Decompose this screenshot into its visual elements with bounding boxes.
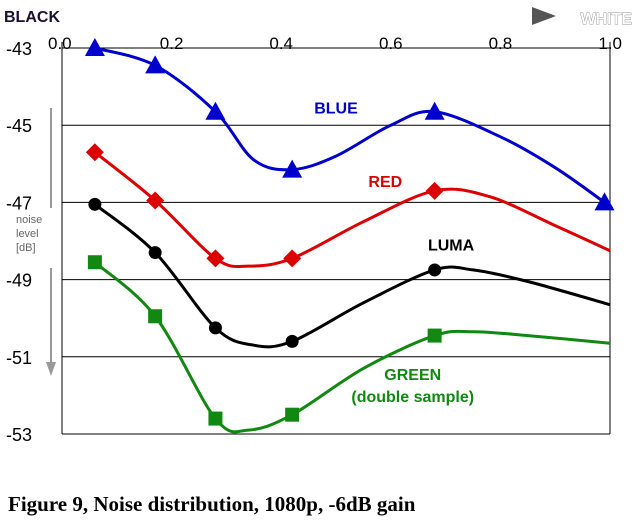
data-point-blue (84, 38, 105, 56)
y-tick-label: -47 (6, 193, 32, 213)
data-point-luma (208, 321, 222, 335)
x-tick-label: 0.4 (269, 34, 293, 53)
data-point-blue (205, 101, 226, 120)
black-label: BLACK (4, 9, 60, 26)
y-axis-arrow-head (46, 362, 56, 376)
y-tick-label: -51 (6, 348, 32, 368)
data-point-red (206, 249, 225, 268)
data-point-blue (282, 159, 303, 178)
data-point-red (146, 191, 165, 210)
series-luma: LUMA (88, 197, 611, 349)
data-point-blue (145, 55, 166, 74)
arrow-head (532, 7, 556, 25)
data-point-luma (285, 334, 299, 348)
y-axis-label: noise (16, 214, 42, 226)
y-tick-label: -53 (6, 425, 32, 445)
data-point-green (87, 255, 102, 270)
axis-ticks: -43 -45 -47 -49 -51 -53 0.0 0.2 0.4 0.6 0.8 1.0 (6, 34, 622, 445)
series-blue: BLUE (84, 38, 615, 211)
series-label-blue: BLUE (314, 101, 358, 118)
data-point-green (427, 328, 442, 343)
white-label: WHITE (580, 11, 632, 28)
series-layer: BLUE RED LUMA GREEN (double sample) (84, 38, 615, 434)
data-point-luma (428, 263, 442, 277)
x-tick-label: 1.0 (598, 34, 622, 53)
x-tick-label: 0.0 (48, 34, 72, 53)
black-to-white-arrow: BLACK WHITE noise level [dB] (4, 7, 633, 376)
y-tick-label: -43 (6, 39, 32, 59)
series-line-red (93, 151, 611, 269)
y-tick-label: -49 (6, 271, 32, 291)
x-tick-label: 0.8 (489, 34, 513, 53)
data-point-red (283, 249, 302, 268)
data-point-luma (88, 197, 102, 211)
series-line-blue (94, 46, 606, 204)
data-point-red (425, 181, 444, 200)
series-label-luma: LUMA (428, 238, 475, 255)
series-label-green: GREEN (384, 367, 441, 384)
series-sublabel-green: (double sample) (351, 389, 474, 406)
y-axis-label: [dB] (16, 242, 36, 254)
figure-caption: Figure 9, Noise distribution, 1080p, -6d… (8, 492, 416, 516)
series-green: GREEN (double sample) (87, 255, 611, 434)
data-point-luma (148, 246, 162, 260)
y-tick-label: -45 (6, 116, 32, 136)
y-axis-label: level (16, 228, 39, 240)
data-point-red (85, 143, 104, 162)
series-label-red: RED (368, 174, 402, 191)
x-tick-label: 0.2 (160, 34, 184, 53)
data-point-green (208, 411, 223, 426)
data-point-green (148, 309, 163, 324)
series-red: RED (85, 143, 611, 269)
data-point-blue (594, 192, 615, 211)
x-tick-label: 0.6 (379, 34, 403, 53)
series-line-green (93, 261, 611, 434)
noise-chart: BLACK WHITE noise level [dB] -43 -45 -47 -49 -51… (4, 7, 633, 445)
series-line-luma (93, 203, 611, 349)
data-point-blue (424, 101, 445, 120)
data-point-green (285, 407, 300, 422)
